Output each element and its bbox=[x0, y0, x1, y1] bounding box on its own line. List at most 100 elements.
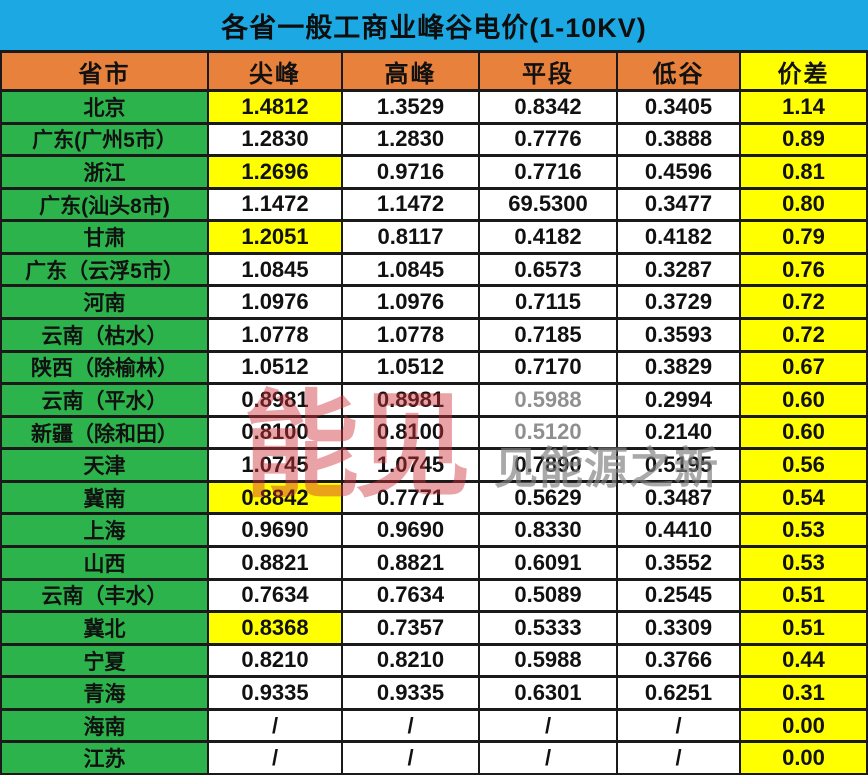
price-cell-peak-sharp: 0.8210 bbox=[209, 645, 341, 676]
province-cell: 广东（云浮5市） bbox=[2, 254, 207, 285]
price-cell-peak-sharp: 1.0778 bbox=[209, 319, 341, 350]
price-cell-valley: 0.3593 bbox=[618, 319, 739, 350]
price-cell-flat: 0.5120 bbox=[480, 417, 616, 448]
price-cell-peak-high: 0.7771 bbox=[343, 482, 478, 513]
price-diff-cell: 1.14 bbox=[741, 92, 866, 122]
price-cell-peak-high: 0.7634 bbox=[343, 580, 478, 611]
province-cell: 海南 bbox=[2, 710, 207, 741]
price-cell-flat: 0.8342 bbox=[480, 92, 616, 122]
price-cell-peak-sharp: 1.4812 bbox=[209, 92, 341, 122]
price-cell-valley: 0.3487 bbox=[618, 482, 739, 513]
province-cell: 甘肃 bbox=[2, 222, 207, 252]
price-cell-peak-high: 0.8117 bbox=[343, 222, 478, 252]
price-cell-peak-high: / bbox=[343, 710, 478, 741]
price-cell-peak-sharp: 0.8842 bbox=[209, 482, 341, 513]
price-diff-cell: 0.60 bbox=[741, 385, 866, 415]
province-cell: 青海 bbox=[2, 678, 207, 708]
price-cell-peak-sharp: 1.0976 bbox=[209, 287, 341, 317]
price-cell-flat: / bbox=[480, 710, 616, 741]
province-cell: 广东(汕头8市) bbox=[2, 189, 207, 220]
price-cell-peak-high: 0.8981 bbox=[343, 385, 478, 415]
price-cell-valley: 0.3552 bbox=[618, 547, 739, 578]
price-cell-peak-sharp: 0.8821 bbox=[209, 547, 341, 578]
price-cell-flat: 0.7185 bbox=[480, 319, 616, 350]
price-diff-cell: 0.80 bbox=[741, 189, 866, 220]
price-cell-peak-sharp: / bbox=[209, 710, 341, 741]
column-header-peak-sharp: 尖峰 bbox=[209, 53, 341, 89]
price-diff-cell: 0.53 bbox=[741, 547, 866, 578]
price-cell-peak-sharp: 1.0512 bbox=[209, 352, 341, 383]
price-diff-cell: 0.72 bbox=[741, 287, 866, 317]
price-cell-peak-high: 0.8821 bbox=[343, 547, 478, 578]
province-cell: 河南 bbox=[2, 287, 207, 317]
price-cell-valley: 0.3405 bbox=[618, 92, 739, 122]
price-cell-valley: 0.3287 bbox=[618, 254, 739, 285]
price-cell-peak-high: 1.0745 bbox=[343, 450, 478, 480]
price-cell-valley: 0.2994 bbox=[618, 385, 739, 415]
price-cell-valley: 0.4596 bbox=[618, 157, 739, 187]
price-cell-flat: 0.7890 bbox=[480, 450, 616, 480]
price-cell-flat: 0.4182 bbox=[480, 222, 616, 252]
province-cell: 云南（丰水） bbox=[2, 580, 207, 611]
price-diff-cell: 0.51 bbox=[741, 613, 866, 643]
price-cell-flat: 0.8330 bbox=[480, 515, 616, 545]
province-cell: 北京 bbox=[2, 92, 207, 122]
price-cell-peak-sharp: 0.8100 bbox=[209, 417, 341, 448]
province-cell: 陕西（除榆林） bbox=[2, 352, 207, 383]
price-cell-flat: 0.6091 bbox=[480, 547, 616, 578]
price-cell-peak-sharp: / bbox=[209, 743, 341, 773]
price-cell-peak-high: 1.0778 bbox=[343, 319, 478, 350]
price-cell-flat: 0.7776 bbox=[480, 124, 616, 155]
province-cell: 宁夏 bbox=[2, 645, 207, 676]
price-cell-peak-high: 1.1472 bbox=[343, 189, 478, 220]
price-cell-valley: 0.3477 bbox=[618, 189, 739, 220]
price-cell-peak-sharp: 1.0845 bbox=[209, 254, 341, 285]
province-cell: 广东(广州5市） bbox=[2, 124, 207, 155]
price-cell-flat: 0.5988 bbox=[480, 645, 616, 676]
price-cell-flat: 0.7716 bbox=[480, 157, 616, 187]
price-cell-peak-high: 0.8210 bbox=[343, 645, 478, 676]
price-cell-valley: 0.4410 bbox=[618, 515, 739, 545]
price-cell-valley: 0.4182 bbox=[618, 222, 739, 252]
price-cell-valley: 0.5195 bbox=[618, 450, 739, 480]
price-cell-flat: 0.5629 bbox=[480, 482, 616, 513]
province-cell: 冀北 bbox=[2, 613, 207, 643]
province-cell: 新疆（除和田） bbox=[2, 417, 207, 448]
price-diff-cell: 0.53 bbox=[741, 515, 866, 545]
column-header-flat: 平段 bbox=[480, 53, 616, 89]
price-cell-valley: 0.3829 bbox=[618, 352, 739, 383]
price-cell-peak-high: 0.9716 bbox=[343, 157, 478, 187]
price-cell-flat: 0.6301 bbox=[480, 678, 616, 708]
price-cell-flat: / bbox=[480, 743, 616, 773]
price-cell-flat: 0.7115 bbox=[480, 287, 616, 317]
price-cell-peak-high: 0.7357 bbox=[343, 613, 478, 643]
price-cell-peak-high: 1.0976 bbox=[343, 287, 478, 317]
price-cell-flat: 69.5300 bbox=[480, 189, 616, 220]
price-cell-peak-sharp: 1.0745 bbox=[209, 450, 341, 480]
price-cell-flat: 0.5988 bbox=[480, 385, 616, 415]
price-cell-valley: 0.3888 bbox=[618, 124, 739, 155]
price-cell-peak-sharp: 1.2696 bbox=[209, 157, 341, 187]
price-cell-peak-high: 1.0845 bbox=[343, 254, 478, 285]
province-cell: 浙江 bbox=[2, 157, 207, 187]
price-cell-peak-high: 0.8100 bbox=[343, 417, 478, 448]
price-cell-flat: 0.5333 bbox=[480, 613, 616, 643]
price-diff-cell: 0.51 bbox=[741, 580, 866, 611]
column-header-province: 省市 bbox=[2, 53, 207, 89]
price-table: 省市 尖峰 高峰 平段 低谷 价差 北京 1.4812 1.3529 0.8342 0.3405 1.… bbox=[0, 50, 868, 775]
price-cell-peak-sharp: 0.8981 bbox=[209, 385, 341, 415]
price-diff-cell: 0.54 bbox=[741, 482, 866, 513]
price-diff-cell: 0.00 bbox=[741, 710, 866, 741]
price-cell-valley: / bbox=[618, 710, 739, 741]
price-cell-valley: 0.3729 bbox=[618, 287, 739, 317]
price-cell-peak-high: 0.9690 bbox=[343, 515, 478, 545]
price-cell-valley: 0.2140 bbox=[618, 417, 739, 448]
price-cell-flat: 0.6573 bbox=[480, 254, 616, 285]
price-cell-peak-sharp: 0.9690 bbox=[209, 515, 341, 545]
province-cell: 江苏 bbox=[2, 743, 207, 773]
price-diff-cell: 0.44 bbox=[741, 645, 866, 676]
price-diff-cell: 0.60 bbox=[741, 417, 866, 448]
table-title: 各省一般工商业峰谷电价(1-10KV) bbox=[221, 12, 647, 43]
price-diff-cell: 0.31 bbox=[741, 678, 866, 708]
